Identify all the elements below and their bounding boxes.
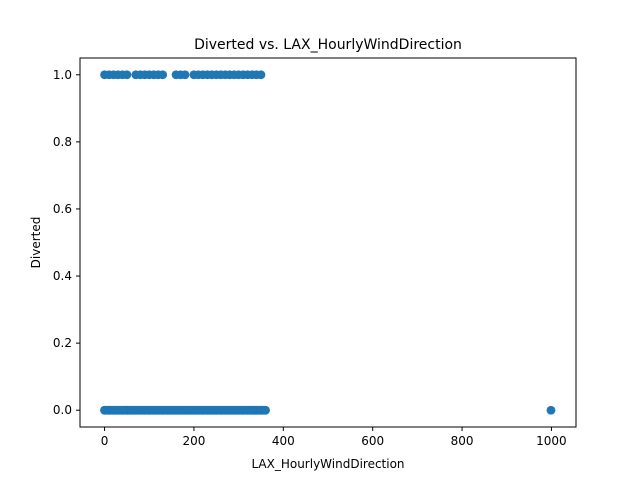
y-axis-label: Diverted (29, 217, 43, 269)
data-point (546, 405, 556, 415)
data-point (158, 70, 168, 80)
y-tick-label: 0.0 (53, 403, 72, 417)
y-tick-label: 0.2 (53, 336, 72, 350)
x-tick-label: 600 (361, 434, 384, 448)
plot-area-frame (79, 57, 577, 428)
data-point (261, 405, 270, 415)
chart-title: Diverted vs. LAX_HourlyWindDirection (194, 37, 462, 53)
y-axis-ticks: 0.0 0.2 0.4 0.6 0.8 1.0 (53, 68, 80, 417)
y-tick-label: 0.6 (53, 202, 72, 216)
data-point (256, 70, 266, 80)
y-tick-label: 0.8 (53, 135, 72, 149)
x-tick-label: 200 (182, 434, 205, 448)
y-tick-label: 0.4 (53, 269, 72, 283)
data-point (122, 70, 132, 80)
x-tick-label: 1000 (536, 434, 567, 448)
x-tick-label: 800 (451, 434, 474, 448)
x-axis-label: LAX_HourlyWindDirection (251, 457, 404, 471)
x-tick-label: 0 (101, 434, 109, 448)
y-tick-label: 1.0 (53, 68, 72, 82)
data-points (100, 70, 556, 415)
x-axis-ticks: 0 200 400 600 800 1000 (101, 427, 567, 448)
data-point (180, 70, 190, 80)
x-tick-label: 400 (272, 434, 295, 448)
